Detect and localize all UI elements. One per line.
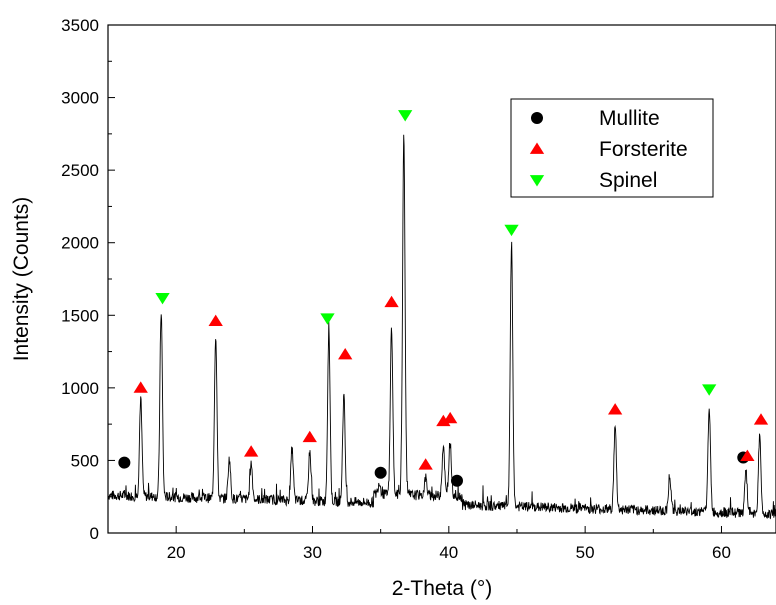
y-tick-label: 1000 [61,379,99,398]
forsterite-marker [384,295,399,308]
legend-mullite-symbol [531,112,543,124]
legend-forsterite-symbol [529,142,545,154]
forsterite-marker [443,411,458,424]
x-axis-label: 2-Theta (°) [392,577,493,600]
x-axis-ticks: 20 30 40 50 60 [107,526,731,562]
legend-box [510,98,714,198]
y-tick-label: 0 [90,524,99,543]
forsterite-marker [740,449,755,461]
x-tick-label: 60 [712,543,731,562]
x-tick-label: 50 [576,543,595,562]
forsterite-marker [302,430,317,443]
y-tick-label: 2000 [61,234,99,253]
spinel-marker [702,384,717,396]
y-axis-ticks: 0 500 1000 1500 2000 2500 3000 3500 [61,16,115,543]
spinel-marker [504,224,519,237]
x-tick-label: 40 [439,543,458,562]
y-tick-label: 3000 [61,89,99,108]
x-tick-label: 20 [167,543,186,562]
x-tick-label: 30 [303,543,322,562]
spinel-marker [320,313,335,325]
legend-spinel-label: Spinel [599,169,657,192]
forsterite-marker [338,347,353,360]
forsterite-marker [208,314,223,326]
forsterite-marker [436,414,451,427]
legend-spinel-symbol [529,175,545,187]
forsterite-marker [607,403,623,415]
mullite-marker [118,456,131,469]
forsterite-marker [133,381,148,393]
forsterite-marker [753,413,769,425]
y-tick-label: 500 [71,451,99,470]
forsterite-marker [243,445,259,457]
mullite-marker [374,466,387,479]
spinel-marker [398,110,413,122]
legend-forsterite-label: Forsterite [599,138,688,161]
y-tick-label: 2500 [61,161,99,180]
y-tick-label: 1500 [61,306,99,325]
phase-markers [118,110,769,487]
forsterite-marker [418,458,433,470]
legend-mullite-label: Mullite [599,107,660,130]
spinel-marker [155,292,170,305]
mullite-marker [450,474,463,487]
diffraction-pattern-line [107,134,776,520]
y-axis-label: Intensity (Counts) [10,197,33,362]
legend: Mullite Forsterite Spinel [510,98,714,198]
y-tick-label: 3500 [61,16,99,35]
